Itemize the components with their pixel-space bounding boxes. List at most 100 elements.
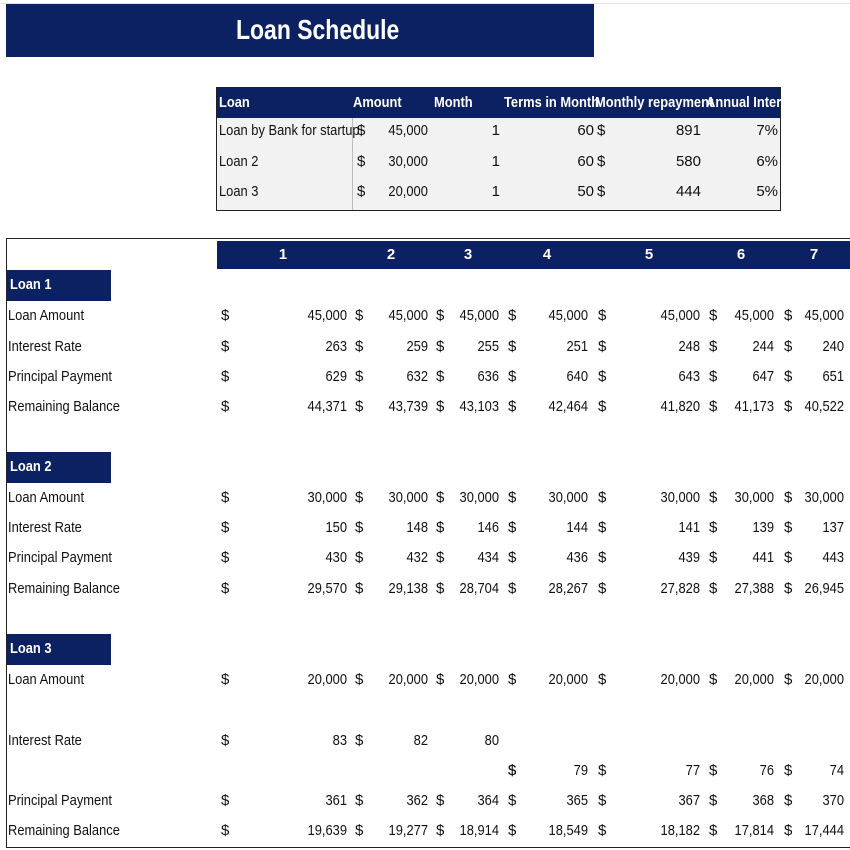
schedule-cell: 255 bbox=[477, 338, 499, 355]
currency-symbol: $ bbox=[709, 338, 718, 355]
row-label: Principal Payment bbox=[8, 549, 112, 566]
schedule-cell: 146 bbox=[477, 519, 499, 536]
page-title: Loan Schedule bbox=[236, 14, 400, 45]
summary-loan-name: Loan 3 bbox=[219, 183, 259, 200]
schedule-cell: 439 bbox=[678, 549, 700, 566]
currency-symbol: $ bbox=[709, 762, 718, 779]
schedule-cell: 83 bbox=[332, 732, 347, 749]
currency-symbol: $ bbox=[784, 549, 793, 566]
summary-currency: $ bbox=[357, 153, 366, 170]
currency-symbol: $ bbox=[508, 580, 517, 597]
currency-symbol: $ bbox=[709, 580, 718, 597]
currency-symbol: $ bbox=[436, 792, 445, 809]
schedule-cell: 28,704 bbox=[459, 580, 499, 597]
currency-symbol: $ bbox=[221, 489, 230, 506]
currency-symbol: $ bbox=[221, 822, 230, 839]
schedule-cell: 20,000 bbox=[804, 671, 844, 688]
summary-terms: 60 bbox=[577, 153, 594, 170]
currency-symbol: $ bbox=[221, 549, 230, 566]
currency-symbol: $ bbox=[784, 489, 793, 506]
currency-symbol: $ bbox=[598, 549, 607, 566]
schedule-cell: 441 bbox=[752, 549, 774, 566]
currency-symbol: $ bbox=[508, 489, 517, 506]
schedule-cell: 41,173 bbox=[734, 398, 774, 415]
currency-symbol: $ bbox=[598, 519, 607, 536]
currency-symbol: $ bbox=[784, 398, 793, 415]
month-header-row: 1 2 3 4 5 6 7 bbox=[217, 241, 850, 269]
loan-section-header: Loan 1 bbox=[7, 270, 111, 301]
currency-symbol: $ bbox=[709, 549, 718, 566]
schedule-cell: 150 bbox=[325, 519, 347, 536]
schedule-cell: 30,000 bbox=[307, 489, 347, 506]
currency-symbol: $ bbox=[436, 338, 445, 355]
currency-symbol: $ bbox=[436, 671, 445, 688]
row-label: Remaining Balance bbox=[8, 398, 120, 415]
schedule-cell: 30,000 bbox=[459, 489, 499, 506]
row-label: Remaining Balance bbox=[8, 822, 120, 839]
currency-symbol: $ bbox=[355, 671, 364, 688]
currency-symbol: $ bbox=[784, 519, 793, 536]
summary-amount: 30,000 bbox=[388, 153, 428, 170]
currency-symbol: $ bbox=[709, 398, 718, 415]
summary-month: 1 bbox=[491, 183, 500, 200]
schedule-cell: 74 bbox=[829, 762, 844, 779]
currency-symbol: $ bbox=[436, 580, 445, 597]
currency-symbol: $ bbox=[784, 368, 793, 385]
currency-symbol: $ bbox=[436, 307, 445, 324]
currency-symbol: $ bbox=[355, 549, 364, 566]
currency-symbol: $ bbox=[508, 338, 517, 355]
currency-symbol: $ bbox=[784, 580, 793, 597]
schedule-cell: 629 bbox=[325, 368, 347, 385]
schedule-cell: 17,814 bbox=[734, 822, 774, 839]
currency-symbol: $ bbox=[221, 792, 230, 809]
row-label: Principal Payment bbox=[8, 368, 112, 385]
schedule-cell: 148 bbox=[406, 519, 428, 536]
summary-header-interest: Annual Interes bbox=[706, 94, 796, 111]
schedule-cell: 632 bbox=[406, 368, 428, 385]
schedule-cell: 251 bbox=[566, 338, 588, 355]
currency-symbol: $ bbox=[784, 822, 793, 839]
currency-symbol: $ bbox=[436, 368, 445, 385]
schedule-cell: 45,000 bbox=[734, 307, 774, 324]
schedule-cell: 248 bbox=[678, 338, 700, 355]
summary-divider bbox=[352, 118, 353, 210]
summary-terms: 60 bbox=[577, 122, 594, 139]
currency-symbol: $ bbox=[436, 398, 445, 415]
currency-symbol: $ bbox=[598, 792, 607, 809]
schedule-cell: 18,549 bbox=[548, 822, 588, 839]
currency-symbol: $ bbox=[598, 368, 607, 385]
currency-symbol: $ bbox=[709, 792, 718, 809]
schedule-cell: 43,103 bbox=[459, 398, 499, 415]
summary-repayment: 891 bbox=[675, 122, 701, 139]
schedule-cell: 30,000 bbox=[388, 489, 428, 506]
schedule-cell: 434 bbox=[477, 549, 499, 566]
month-header-7: 7 bbox=[809, 246, 819, 263]
currency-symbol: $ bbox=[709, 822, 718, 839]
summary-header-terms: Terms in Month bbox=[504, 94, 600, 111]
currency-symbol: $ bbox=[784, 792, 793, 809]
schedule-cell: 45,000 bbox=[660, 307, 700, 324]
schedule-cell: 362 bbox=[406, 792, 428, 809]
currency-symbol: $ bbox=[355, 338, 364, 355]
currency-symbol: $ bbox=[355, 732, 364, 749]
summary-month: 1 bbox=[491, 153, 500, 170]
summary-repayment-currency: $ bbox=[597, 183, 606, 200]
schedule-cell: 30,000 bbox=[548, 489, 588, 506]
currency-symbol: $ bbox=[355, 792, 364, 809]
schedule-cell: 18,914 bbox=[459, 822, 499, 839]
schedule-cell: 19,277 bbox=[388, 822, 428, 839]
schedule-cell: 640 bbox=[566, 368, 588, 385]
schedule-cell: 432 bbox=[406, 549, 428, 566]
summary-terms: 50 bbox=[577, 183, 594, 200]
schedule-cell: 82 bbox=[413, 732, 428, 749]
summary-repayment: 580 bbox=[675, 153, 701, 170]
summary-amount: 45,000 bbox=[388, 122, 428, 139]
schedule-cell: 30,000 bbox=[660, 489, 700, 506]
month-header-3: 3 bbox=[463, 246, 473, 263]
schedule-cell: 76 bbox=[759, 762, 774, 779]
schedule-cell: 43,739 bbox=[388, 398, 428, 415]
currency-symbol: $ bbox=[598, 307, 607, 324]
schedule-cell: 20,000 bbox=[307, 671, 347, 688]
loan-summary-table: Loan Amount Month Terms in Month Monthly… bbox=[216, 87, 796, 211]
currency-symbol: $ bbox=[436, 519, 445, 536]
